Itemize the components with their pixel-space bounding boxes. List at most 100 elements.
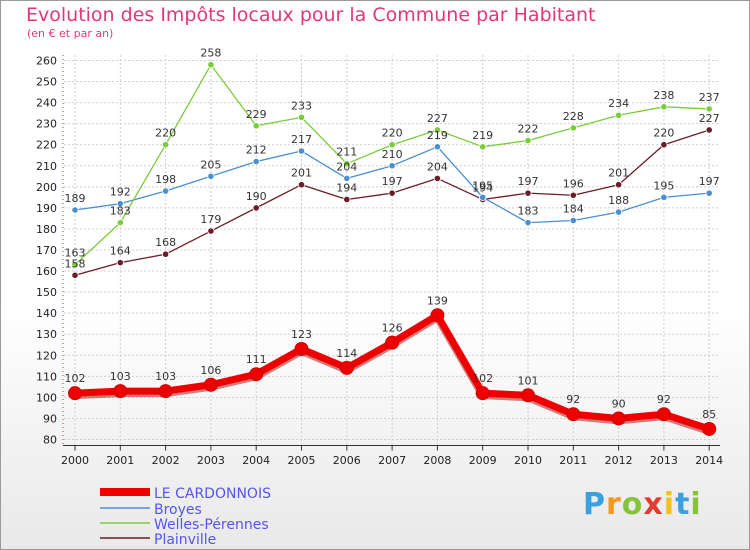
data-label: 201	[291, 167, 312, 180]
data-label: 212	[246, 144, 267, 157]
data-point	[705, 189, 713, 197]
y-tick-label: 100	[36, 391, 57, 404]
x-tick-label: 2010	[514, 454, 542, 467]
x-tick-label: 2001	[106, 454, 134, 467]
data-label: 227	[699, 112, 720, 125]
data-point	[116, 259, 124, 267]
y-tick-label: 260	[36, 55, 57, 68]
data-point	[705, 126, 713, 134]
y-tick-label: 180	[36, 223, 57, 236]
data-point	[71, 261, 79, 269]
data-label: 158	[65, 257, 86, 270]
data-label: 164	[110, 245, 131, 258]
data-point	[68, 386, 82, 401]
proxiti-logo: Proxiti	[583, 487, 702, 522]
data-label: 103	[110, 370, 131, 383]
data-point	[524, 219, 532, 227]
data-point	[385, 335, 400, 350]
data-point	[343, 174, 351, 183]
data-point	[207, 172, 215, 180]
data-label: 220	[653, 127, 674, 140]
data-label: 194	[336, 181, 357, 194]
data-label: 189	[65, 192, 86, 205]
data-point	[702, 421, 717, 436]
data-point	[207, 61, 215, 69]
data-label: 237	[699, 91, 720, 104]
y-tick-label: 210	[36, 160, 57, 173]
data-label: 163	[65, 247, 86, 260]
data-point	[433, 174, 441, 183]
data-point	[297, 181, 306, 189]
data-label: 229	[246, 108, 267, 121]
data-label: 219	[427, 129, 448, 142]
data-point	[569, 124, 577, 132]
y-tick-label: 120	[36, 349, 57, 362]
y-tick-label: 250	[36, 76, 57, 89]
data-label: 190	[246, 190, 267, 203]
legend: LE CARDONNOISBroyesWelles-PérennesPlainv…	[100, 486, 271, 548]
data-point	[113, 384, 128, 399]
data-point	[71, 271, 79, 279]
data-point	[660, 193, 668, 201]
data-point	[252, 122, 260, 130]
data-label: 219	[472, 129, 493, 142]
data-point	[569, 216, 577, 225]
data-point	[297, 113, 306, 121]
y-tick-label: 230	[36, 118, 57, 131]
y-tick-label: 160	[36, 265, 57, 278]
data-point	[705, 105, 713, 113]
data-labels: 158 164 168 179 190 201 194 197 204 194 197 196 201 2…	[65, 47, 720, 421]
y-tick-label: 150	[36, 286, 57, 299]
data-label: 106	[200, 364, 221, 377]
legend-label: LE CARDONNOIS	[154, 486, 271, 502]
data-point	[660, 141, 668, 149]
x-tick-label: 2004	[242, 454, 270, 467]
data-label: 179	[200, 213, 221, 226]
data-label: 238	[653, 89, 674, 102]
data-point	[116, 200, 124, 208]
data-label: 234	[608, 97, 629, 110]
data-label: 196	[563, 177, 584, 190]
data-label: 168	[155, 236, 176, 249]
y-tick-label: 190	[36, 202, 57, 215]
data-point	[430, 308, 445, 323]
y-tick-label: 110	[36, 370, 57, 383]
x-tick-label: 2013	[650, 454, 678, 467]
data-point	[479, 143, 487, 151]
x-tick-label: 2012	[605, 454, 633, 467]
data-point	[343, 160, 351, 168]
data-label: 101	[518, 374, 539, 387]
data-label: 258	[200, 47, 221, 60]
data-point	[521, 388, 535, 403]
data-label: 184	[563, 203, 584, 216]
data-label: 204	[336, 160, 357, 173]
data-point	[614, 181, 623, 189]
x-tick-label: 2007	[378, 454, 406, 467]
data-point	[162, 187, 170, 195]
data-label: 197	[518, 175, 539, 188]
data-label: 197	[699, 175, 720, 188]
data-label: 233	[291, 99, 312, 112]
data-point	[433, 143, 441, 151]
data-label: 210	[382, 148, 403, 161]
data-point	[388, 141, 396, 149]
y-tick-label: 140	[36, 307, 57, 320]
data-point	[339, 360, 354, 375]
data-point	[388, 162, 396, 170]
data-point	[611, 411, 626, 426]
y-tick-label: 90	[43, 412, 57, 425]
data-label: 103	[155, 370, 176, 383]
data-point	[294, 341, 309, 356]
data-point	[162, 141, 170, 149]
data-label: 85	[702, 408, 716, 421]
x-tick-label: 2002	[152, 454, 180, 467]
data-label: 197	[382, 175, 403, 188]
data-label: 211	[336, 146, 357, 159]
data-label: 204	[427, 160, 448, 173]
data-label: 195	[653, 179, 674, 192]
data-label: 102	[65, 372, 86, 385]
data-point	[656, 407, 671, 422]
legend-label: Welles-Pérennes	[154, 517, 269, 533]
